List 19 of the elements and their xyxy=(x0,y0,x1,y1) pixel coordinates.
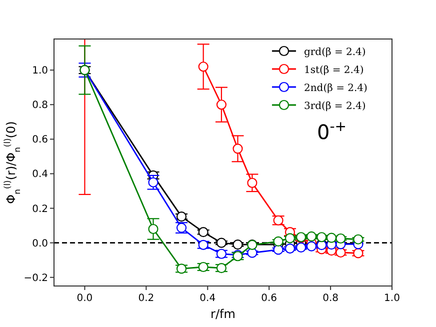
y-tick-label: 0.0 xyxy=(32,238,48,250)
annotation: 0$^{-+}$ xyxy=(317,119,347,144)
legend-label: grd(β = 2.4) xyxy=(304,47,366,58)
x-tick-label: 0.4 xyxy=(200,293,216,304)
y-tick-label: 0.2 xyxy=(32,204,48,215)
legend-label: 3rd(β = 2.4) xyxy=(304,101,366,112)
legend-label: 2nd(β = 2.4) xyxy=(304,83,368,94)
y-tick-label: 1.0 xyxy=(32,66,48,77)
x-tick-label: 0.0 xyxy=(76,293,93,304)
x-tick-label: 0.8 xyxy=(322,293,338,304)
y-tick-label: 0.8 xyxy=(32,100,48,112)
x-tick-label: 0.2 xyxy=(138,293,154,304)
y-tick-label: 0.4 xyxy=(32,169,48,180)
legend-label: 1st(β = 2.4) xyxy=(304,65,364,76)
y-tick-label: −0.2 xyxy=(24,272,48,284)
x-tick-label: 0.6 xyxy=(261,293,278,304)
y-tick-label: 0.6 xyxy=(32,134,48,146)
x-tick-label: 1.0 xyxy=(384,293,400,304)
x-axis-title: r/fm xyxy=(210,307,236,321)
